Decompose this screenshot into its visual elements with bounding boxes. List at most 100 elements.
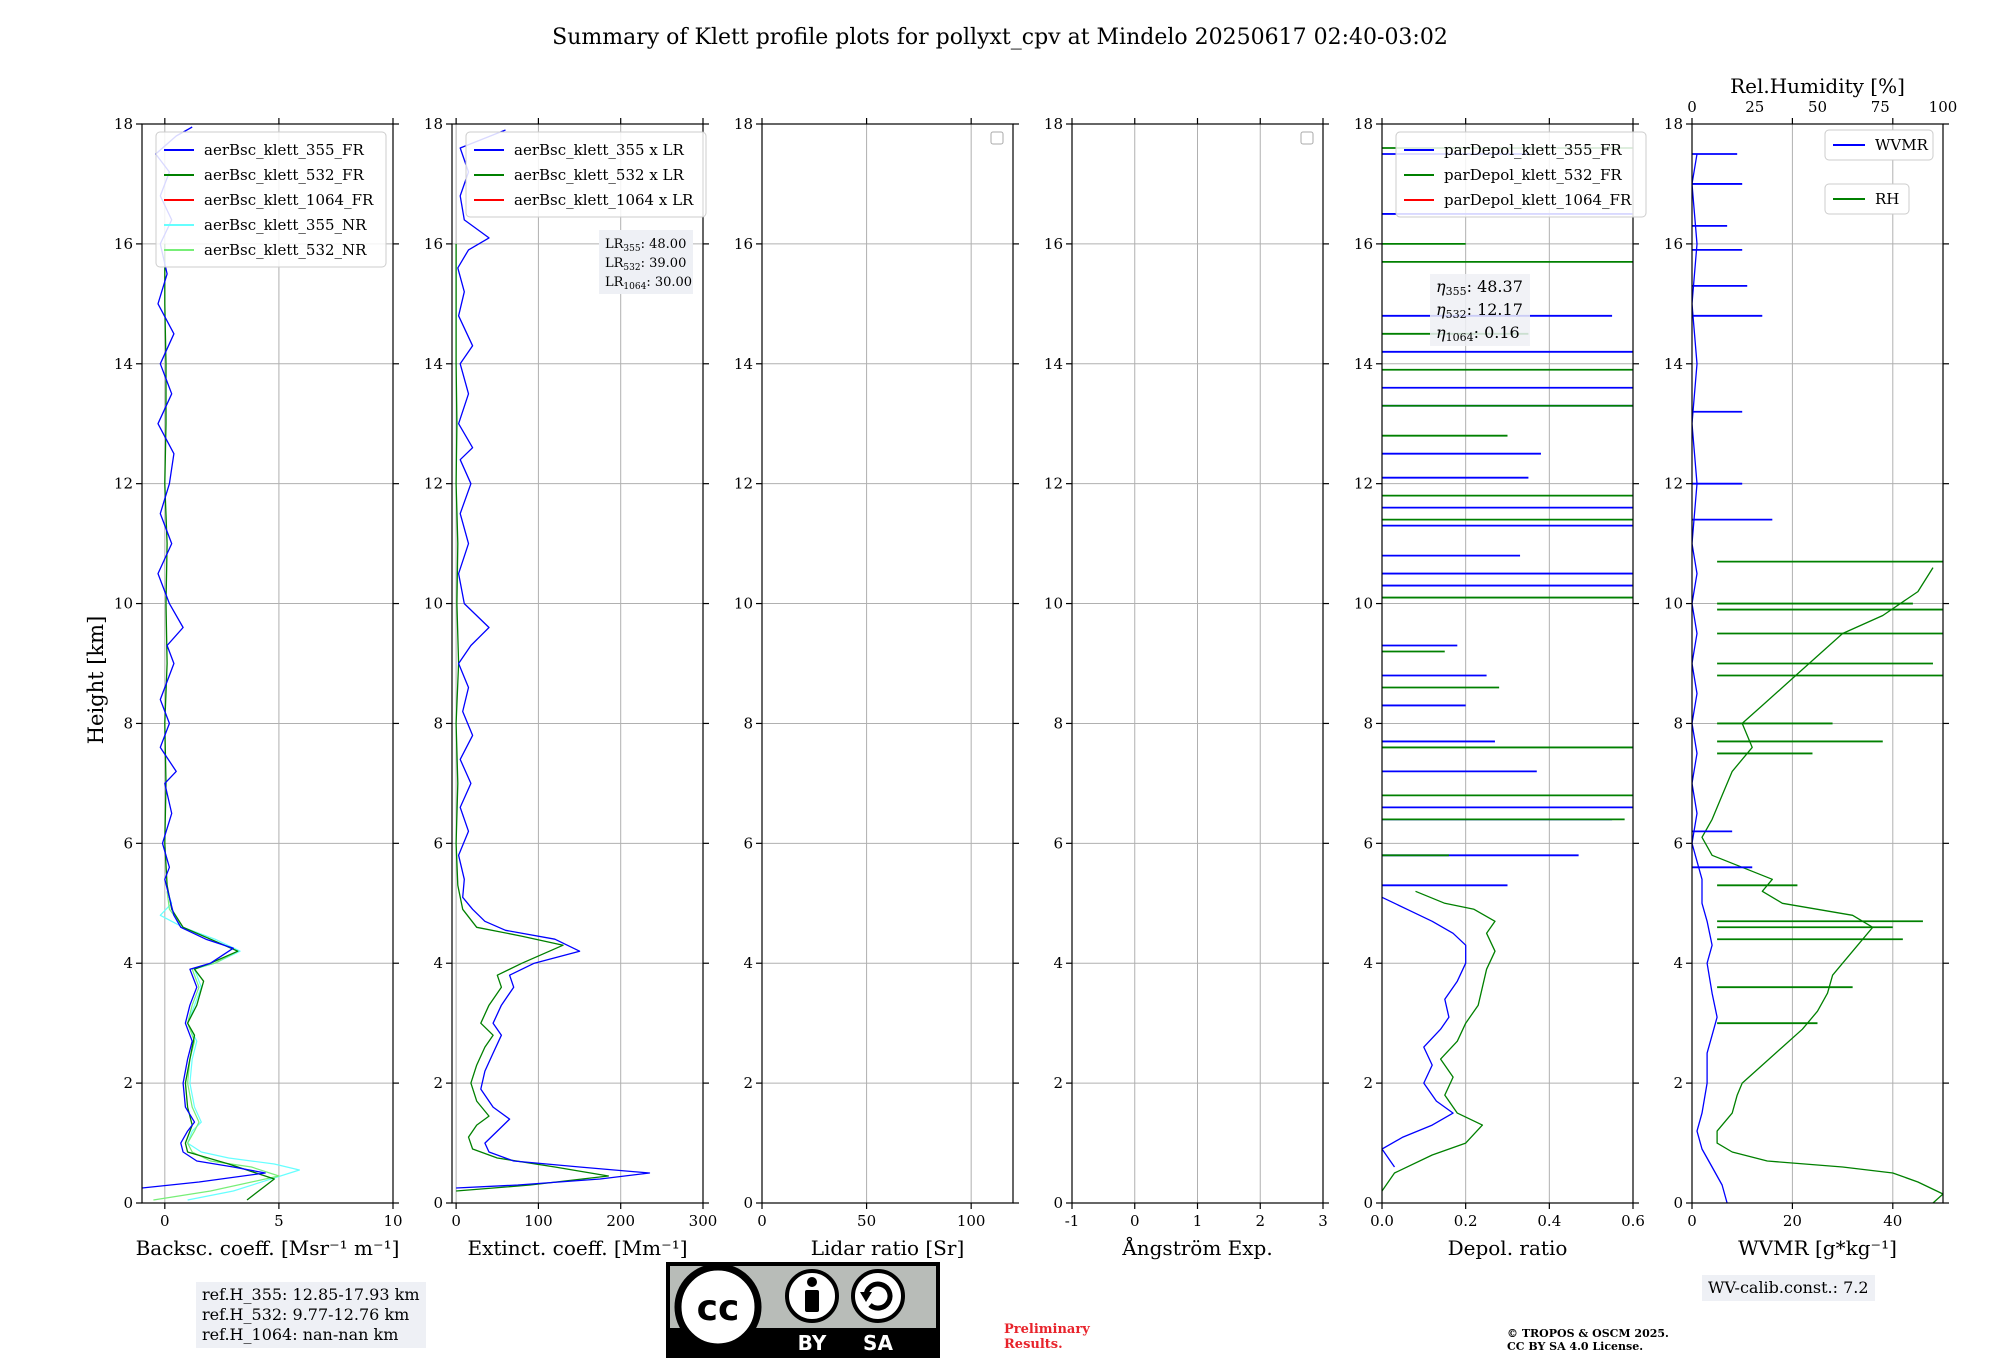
person-head (807, 1277, 817, 1287)
empty-legend-box (1300, 131, 1314, 145)
y-tick-label: 2 (1673, 1074, 1683, 1092)
series-line-parDepol_klett_532_FR (1382, 890, 1496, 1192)
x-tick-label: -1 (1065, 1212, 1080, 1230)
y-tick-label: 14 (734, 355, 753, 373)
cc-license-badge: cc BY SA (666, 1262, 940, 1358)
y-tick-label: 4 (743, 954, 753, 972)
y-tick-label: 10 (1354, 595, 1373, 613)
y-tick-label: 16 (734, 235, 753, 253)
y-tick-label: 0 (1363, 1194, 1373, 1212)
x-axis-label: Extinct. coeff. [Mm⁻¹] (467, 1236, 687, 1260)
y-tick-label: 8 (1673, 714, 1683, 732)
lr-value: : 30.00 (646, 275, 692, 290)
top-x-tick-label: 25 (1745, 98, 1764, 116)
panel-lr: 0 2 4 6 8 10 12 14 16 18 0 50 100 Lidar ratio [Sr] (734, 115, 1019, 1260)
y-tick-label: 14 (1044, 355, 1063, 373)
y-tick-label: 16 (114, 235, 133, 253)
legend-label: WVMR (1875, 136, 1929, 154)
y-tick-label: 16 (1664, 235, 1683, 253)
legend-label: parDepol_klett_1064_FR (1444, 191, 1632, 209)
share-alike-arrowhead (860, 1292, 872, 1302)
legend-box (155, 131, 387, 268)
series-line-WVMR (1692, 153, 1728, 1203)
eta-subscript: 532 (1446, 308, 1467, 321)
eta-subscript: 355 (1446, 285, 1467, 298)
y-tick-label: 0 (743, 1194, 753, 1212)
legend-box (465, 131, 707, 218)
y-tick-label: 0 (1053, 1194, 1063, 1212)
y-tick-label: 14 (114, 355, 133, 373)
x-axis-label: Backsc. coeff. [Msr⁻¹ m⁻¹] (136, 1236, 400, 1260)
legend-box (1395, 131, 1647, 218)
preliminary-line-2: Results. (1004, 1337, 1063, 1352)
y-tick-label: 2 (1053, 1074, 1063, 1092)
y-tick-label: 2 (743, 1074, 753, 1092)
y-tick-label: 4 (1673, 954, 1683, 972)
y-tick-label: 18 (1044, 115, 1063, 133)
x-axis-label: Ångström Exp. (1121, 1235, 1272, 1260)
preliminary-note: Preliminary Results. (1004, 1322, 1090, 1352)
legend-label: aerBsc_klett_532_FR (204, 166, 364, 184)
series-line-aerBsc_klett_355_FR (142, 126, 266, 1189)
y-tick-label: 6 (743, 834, 753, 852)
lr-subscript: 532 (623, 263, 640, 273)
x-tick-label: 3 (1318, 1212, 1328, 1230)
eta-symbol: η (1436, 277, 1446, 296)
y-tick-label: 14 (424, 355, 443, 373)
panel-frame (141, 123, 394, 1204)
share-alike-arrow (863, 1281, 893, 1311)
x-tick-label: 100 (957, 1212, 986, 1230)
eta-value: : 12.17 (1467, 300, 1523, 319)
x-tick-label: 0 (160, 1212, 170, 1230)
eta-text: η1064: 0.16 (1436, 323, 1520, 344)
y-axis-label: Height [km] (84, 616, 108, 745)
x-tick-label: 0.2 (1454, 1212, 1478, 1230)
y-tick-label: 18 (424, 115, 443, 133)
series-group (1692, 153, 1943, 1203)
series-group (142, 126, 300, 1201)
x-tick-label: 10 (383, 1212, 402, 1230)
series-line-aerBsc_klett_355 x LR (456, 129, 651, 1189)
y-tick-label: 8 (433, 714, 443, 732)
y-tick-label: 12 (1044, 475, 1063, 493)
empty-legend-box (990, 131, 1004, 145)
top-x-axis-label: Rel.Humidity [%] (1730, 74, 1905, 98)
y-tick-label: 0 (433, 1194, 443, 1212)
y-tick-label: 8 (123, 714, 133, 732)
panel-frame (761, 123, 1014, 1204)
lidar-ratio-box (599, 230, 693, 294)
top-x-tick-label: 100 (1929, 98, 1958, 116)
y-tick-label: 2 (123, 1074, 133, 1092)
x-axis-label: Lidar ratio [Sr] (811, 1236, 965, 1260)
legend-label: parDepol_klett_355_FR (1444, 141, 1622, 159)
lr-subscript: 355 (623, 244, 640, 254)
y-tick-label: 10 (114, 595, 133, 613)
lidar-ratio-text: LR355: 48.00 (605, 237, 686, 254)
share-alike-icon (851, 1269, 905, 1323)
y-tick-label: 12 (1664, 475, 1683, 493)
panel-frame (1691, 123, 1944, 1204)
y-tick-label: 4 (123, 954, 133, 972)
series-line-aerBsc_klett_532 x LR (455, 243, 610, 1192)
preliminary-line-1: Preliminary (1004, 1322, 1090, 1337)
lr-prefix: LR (605, 237, 625, 252)
wv-calibration-constant: WV-calib.const.: 7.2 (1708, 1278, 1869, 1297)
y-tick-label: 8 (1053, 714, 1063, 732)
y-tick-label: 2 (433, 1074, 443, 1092)
legend-label: aerBsc_klett_532 x LR (514, 166, 685, 184)
y-tick-label: 16 (1354, 235, 1373, 253)
x-tick-label: 40 (1883, 1212, 1902, 1230)
x-tick-label: 0 (1687, 1212, 1697, 1230)
eta-symbol: η (1436, 300, 1446, 319)
x-tick-label: 0 (451, 1212, 461, 1230)
x-tick-label: 5 (274, 1212, 284, 1230)
legend-box-rh (1824, 183, 1910, 215)
person-body (805, 1290, 819, 1312)
legend-label: aerBsc_klett_532_NR (204, 241, 367, 259)
lr-value: : 39.00 (641, 256, 687, 271)
x-tick-label: 20 (1783, 1212, 1802, 1230)
top-x-tick-label: 0 (1687, 98, 1697, 116)
y-tick-label: 12 (1354, 475, 1373, 493)
y-tick-label: 4 (433, 954, 443, 972)
